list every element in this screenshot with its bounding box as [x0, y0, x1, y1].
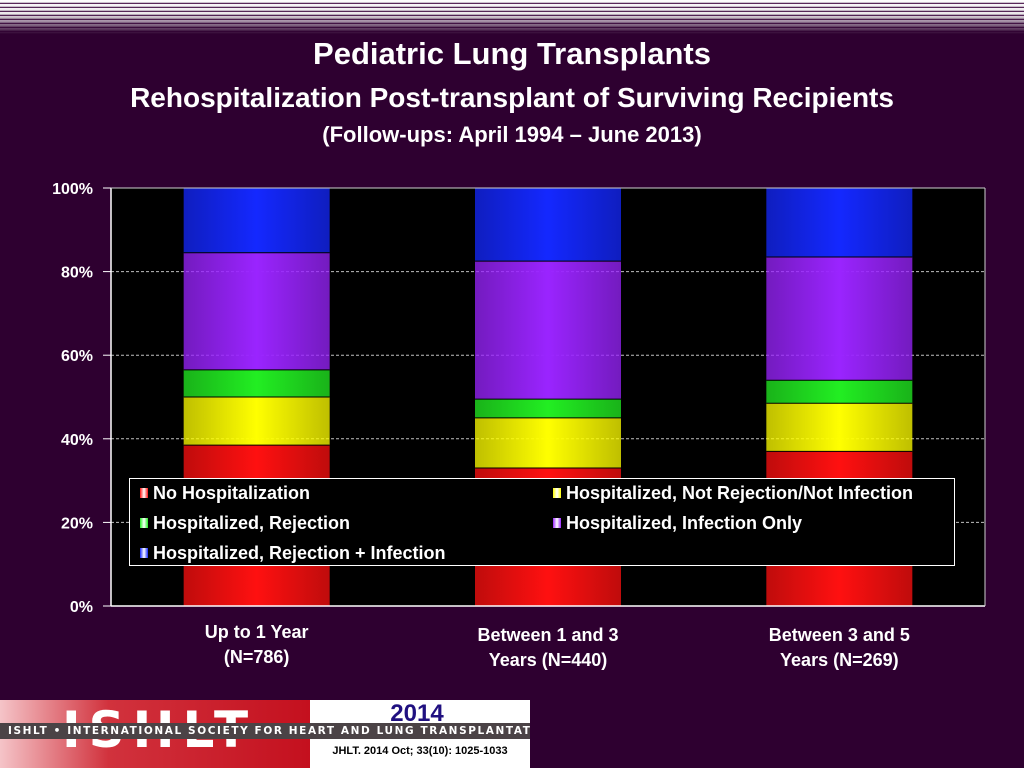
- legend: No Hospitalization Hospitalized, Not Reje…: [129, 478, 955, 566]
- legend-swatch: [140, 548, 148, 558]
- y-tick-label: 20%: [61, 515, 93, 532]
- chart-date-range: (Follow-ups: April 1994 – June 2013): [322, 122, 702, 147]
- y-tick-label: 0%: [70, 599, 93, 616]
- bar-segment: [475, 188, 621, 262]
- x-tick-label: Between 3 and 5 Years (N=269): [739, 623, 939, 673]
- report-year: 2014: [390, 700, 444, 727]
- legend-label: Hospitalized, Rejection: [153, 512, 351, 533]
- bar-segment: [766, 380, 913, 404]
- legend-swatch: [140, 518, 148, 528]
- y-tick-label: 40%: [61, 432, 93, 449]
- x-tick-label-line: Years (N=440): [488, 650, 608, 670]
- bar-segment: [475, 399, 621, 418]
- organization-name: ISHLT • INTERNATIONAL SOCIETY FOR HEART …: [0, 723, 530, 739]
- legend-label: Hospitalized, Not Rejection/Not Infectio…: [566, 482, 914, 503]
- bar-segment: [183, 369, 330, 397]
- legend-item: No Hospitalization: [140, 481, 310, 505]
- x-tick-label-line: Up to 1 Year: [204, 622, 309, 642]
- legend-label: Hospitalized, Infection Only: [566, 512, 803, 533]
- legend-item: Hospitalized, Not Rejection/Not Infectio…: [553, 481, 913, 505]
- bar-segment: [183, 252, 330, 370]
- legend-swatch: [553, 518, 561, 528]
- journal-citation: JHLT. 2014 Oct; 33(10): 1025-1033: [332, 745, 508, 757]
- x-tick-label-line: Years (N=269): [780, 650, 899, 670]
- x-tick-label-line: Between 3 and 5: [768, 625, 910, 645]
- bar-segment: [766, 403, 913, 452]
- x-tick-label-line: Between 1 and 3: [477, 625, 619, 645]
- y-tick-label: 100%: [52, 181, 93, 198]
- legend-item: Hospitalized, Infection Only: [553, 511, 802, 535]
- bar-segment: [183, 397, 330, 446]
- x-tick-label-line: (N=786): [223, 647, 290, 667]
- bar-segment: [766, 256, 913, 381]
- x-tick-label: Up to 1 Year (N=786): [157, 620, 357, 670]
- legend-swatch: [553, 488, 561, 498]
- y-tick-label: 60%: [61, 348, 93, 365]
- bar-segment: [183, 188, 330, 253]
- y-tick-label: 80%: [61, 265, 93, 282]
- bar-segment: [766, 188, 913, 257]
- bar-segment: [475, 261, 621, 400]
- chart-title: Pediatric Lung Transplants: [313, 36, 711, 71]
- legend-label: Hospitalized, Rejection + Infection: [153, 542, 446, 563]
- legend-item: Hospitalized, Rejection + Infection: [140, 541, 446, 565]
- top-stripe-decoration: [0, 0, 1024, 34]
- chart-subtitle: Rehospitalization Post-transplant of Sur…: [130, 82, 894, 113]
- legend-label: No Hospitalization: [153, 482, 310, 503]
- legend-item: Hospitalized, Rejection: [140, 511, 350, 535]
- x-tick-label: Between 1 and 3 Years (N=440): [448, 623, 648, 673]
- bar-segment: [475, 417, 621, 469]
- legend-swatch: [140, 488, 148, 498]
